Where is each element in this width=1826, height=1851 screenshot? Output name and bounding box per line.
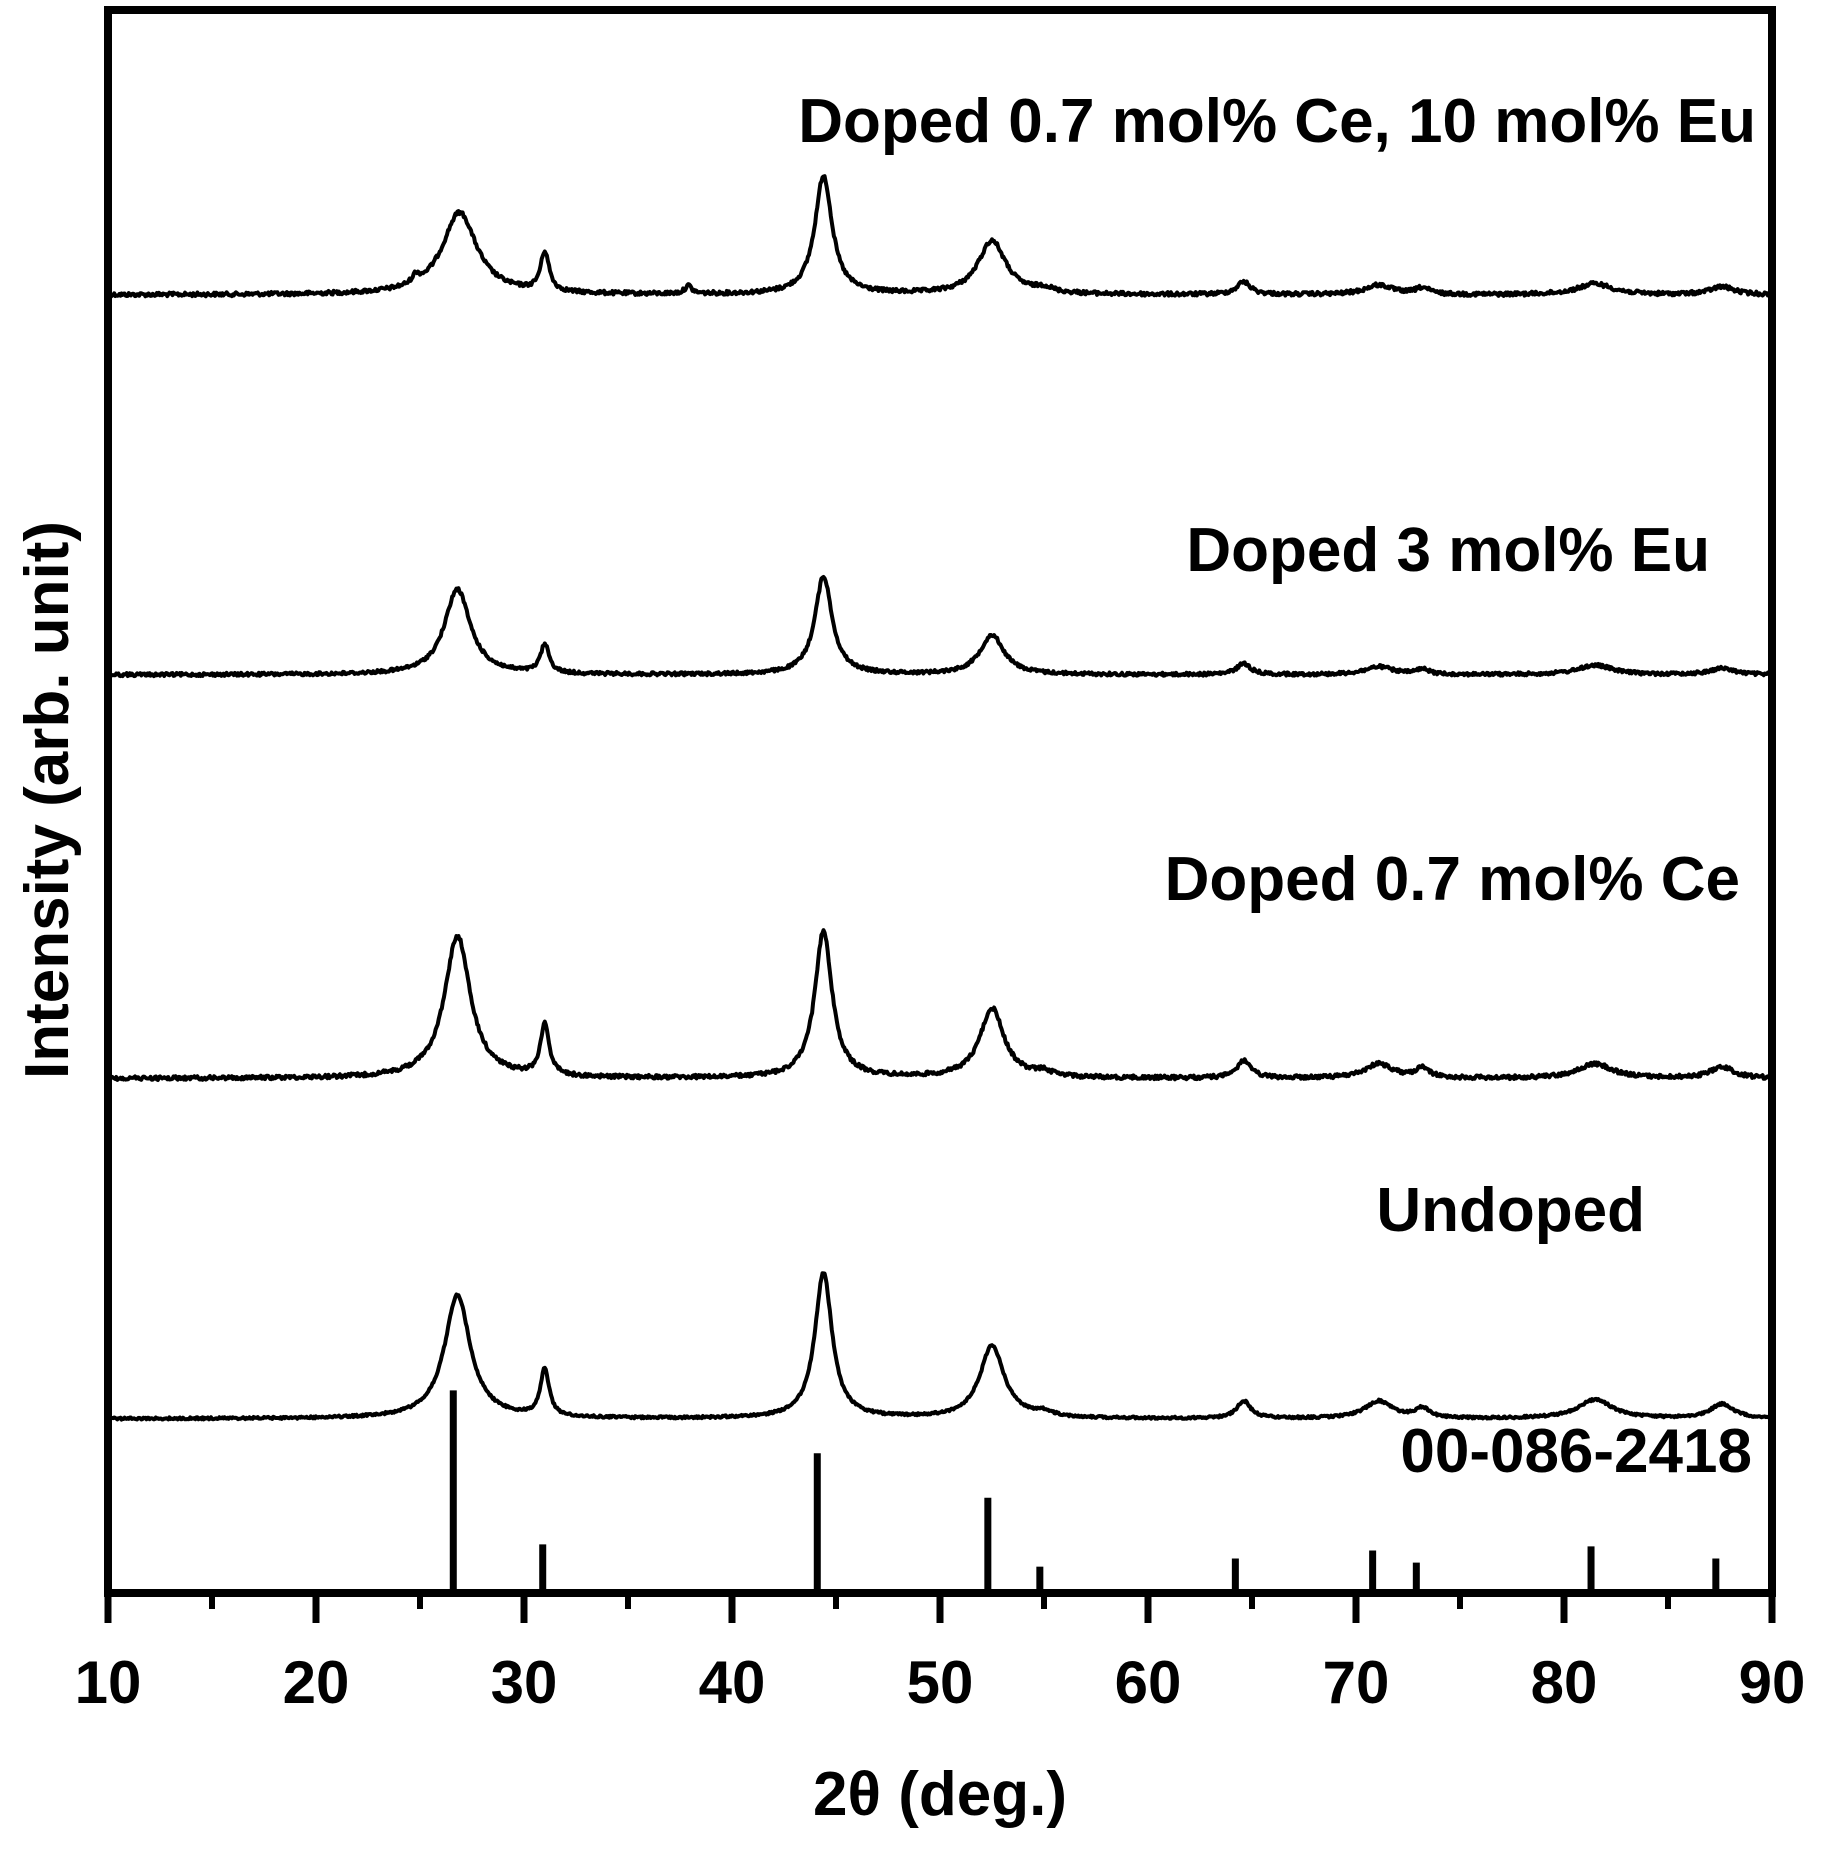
series-line-1 (107, 575, 1774, 679)
y-axis-title: Intensity (arb. unit) (13, 521, 82, 1079)
plot-frame (104, 6, 1776, 1597)
x-axis-title: 2θ (deg.) (813, 1760, 1067, 1829)
x-tick-label-30: 30 (491, 1649, 558, 1716)
series-label-undoped: Undoped (1376, 1176, 1645, 1245)
reference-pattern (449, 1390, 1720, 1593)
x-tick-label-90: 90 (1739, 1649, 1806, 1716)
x-tick-label-80: 80 (1531, 1649, 1598, 1716)
series-line-2 (106, 928, 1774, 1082)
series-label-ce: Doped 0.7 mol% Ce (1165, 845, 1740, 914)
x-tick-label-50: 50 (907, 1649, 974, 1716)
x-tick-label-20: 20 (283, 1649, 350, 1716)
series-line-3 (107, 1271, 1774, 1422)
x-tick-label-40: 40 (699, 1649, 766, 1716)
series-line-0 (106, 174, 1774, 299)
x-axis-ticks: 10 20 30 40 50 60 70 80 90 (75, 1593, 1806, 1716)
x-tick-label-60: 60 (1115, 1649, 1182, 1716)
plot-lines (106, 174, 1774, 1422)
series-label-eu: Doped 3 mol% Eu (1186, 516, 1710, 585)
x-tick-label-70: 70 (1323, 1649, 1390, 1716)
series-labels: Doped 0.7 mol% Ce, 10 mol% Eu Doped 3 mo… (798, 87, 1756, 1486)
series-label-ce-eu: Doped 0.7 mol% Ce, 10 mol% Eu (798, 87, 1756, 156)
x-tick-label-10: 10 (75, 1649, 142, 1716)
reference-label: 00-086-2418 (1400, 1417, 1752, 1486)
